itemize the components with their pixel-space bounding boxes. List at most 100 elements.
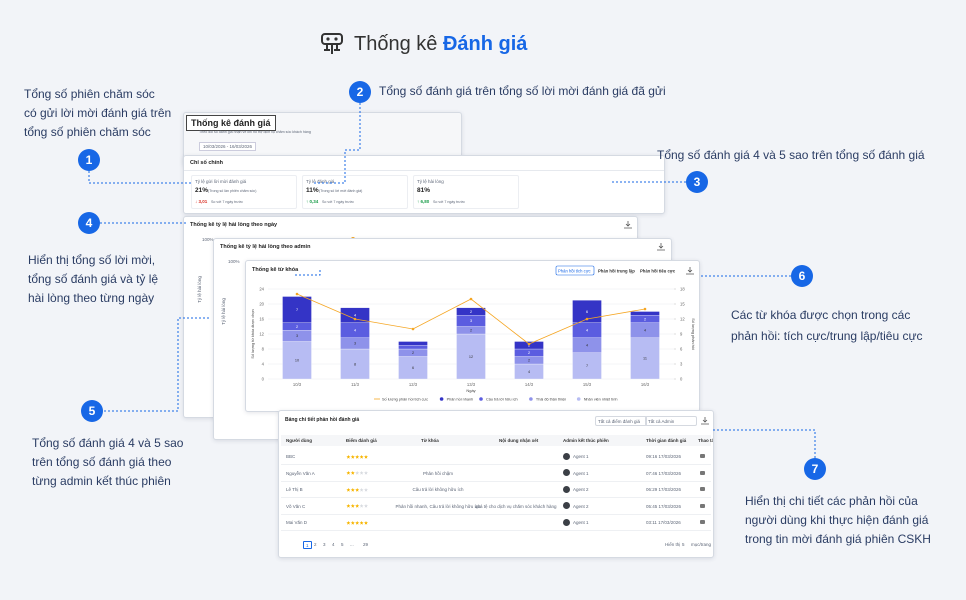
bar-label: 2 — [470, 310, 472, 314]
page-number[interactable]: 4 — [332, 541, 335, 547]
bar-label: 3 — [470, 319, 472, 323]
star — [355, 470, 360, 475]
bar-label: 4 — [354, 329, 356, 333]
star — [359, 454, 364, 459]
filter-select[interactable]: Tất cả điểm đánh giá — [595, 416, 647, 426]
overview-title: Thống kê đánh giá — [186, 115, 276, 131]
action-button[interactable] — [700, 470, 705, 475]
cell-keywords: Phản hồi chậm — [422, 470, 454, 476]
callout-badge: 1 — [78, 149, 100, 171]
star — [355, 487, 360, 492]
bar-segment — [456, 307, 486, 316]
page-number[interactable]: 29 — [363, 541, 369, 547]
callout-line: từng admin kết thúc phiên — [32, 474, 171, 488]
column-header: Thời gian đánh giá — [646, 438, 687, 443]
keyword-tab[interactable]: Phản hồi tích cực — [558, 269, 591, 274]
y-tick-label: 24 — [259, 287, 264, 292]
chart-title: Thống kê từ khóa — [252, 266, 299, 273]
y-tick-label: 16 — [259, 317, 264, 322]
page-size-label: Hiển thị — [665, 542, 681, 547]
star — [346, 454, 351, 459]
cell-admin: Agent 1 — [573, 470, 589, 476]
y2-axis-label: Số lượng phản hồi — [691, 318, 695, 350]
action-button[interactable] — [700, 487, 705, 491]
legend-swatch — [576, 397, 581, 401]
star — [359, 503, 364, 508]
column-header: Điểm đánh giá — [346, 438, 377, 443]
star — [364, 520, 368, 525]
y2-tick-label: 6 — [680, 347, 683, 352]
keyword-tab[interactable]: Phản hồi trung lập — [598, 269, 635, 274]
action-button[interactable] — [700, 503, 705, 508]
metric-change: ↑ 6,80 — [417, 199, 430, 204]
action-button[interactable] — [700, 520, 705, 524]
line-point — [527, 342, 531, 346]
page-size[interactable]: 5 — [682, 542, 685, 547]
callout-text: Hiển thị tổng số lời mời, tổng số đánh gi… — [28, 251, 158, 308]
bar-segment — [340, 348, 370, 380]
callout-badge: 6 — [791, 265, 813, 287]
y-tick-label: 20 — [259, 302, 264, 307]
page-number[interactable]: 2 — [314, 541, 317, 547]
page-number[interactable]: ... — [350, 541, 354, 547]
avatar — [563, 485, 570, 493]
download-icon[interactable] — [657, 243, 665, 251]
title-icon — [321, 33, 343, 54]
y2-tick-label: 3 — [680, 362, 683, 367]
bar-segment — [572, 352, 602, 380]
date-range[interactable]: 10/03/2026 - 16/03/2026 — [199, 142, 257, 151]
metric-note: (Trong số lần phiên chăm sóc) — [208, 189, 257, 193]
rating-stars — [346, 470, 368, 475]
line-point — [295, 292, 299, 296]
row-divider — [281, 464, 711, 465]
callout-badge: 5 — [81, 400, 103, 422]
rating-stars — [346, 454, 368, 459]
metric-value: 21% — [195, 187, 209, 194]
bar-label: 12 — [469, 355, 473, 359]
bar-label: 6 — [412, 366, 414, 370]
page-number[interactable]: 1 — [303, 541, 312, 549]
bar-label: 6 — [586, 310, 588, 314]
cell-user: Nguyễn Văn A — [286, 470, 315, 476]
cell-admin: Agent 2 — [573, 503, 589, 509]
callout-line: Hiển thị tổng số lời mời, — [28, 253, 156, 267]
callout-line: Hiển thị chi tiết các phản hồi của — [745, 494, 918, 508]
avatar — [563, 452, 570, 460]
cell-admin: Agent 2 — [573, 487, 589, 492]
row-divider — [281, 530, 711, 531]
download-icon[interactable] — [624, 221, 632, 229]
cell-time: 09:16 17/03/2026 — [646, 454, 682, 459]
download-icon[interactable] — [701, 417, 709, 425]
action-button[interactable] — [700, 454, 705, 458]
y2-tick-label: 18 — [680, 287, 685, 292]
callout-line: Tổng số đánh giá 4 và 5 sao — [32, 436, 184, 450]
line-point — [585, 317, 589, 321]
y-axis-label: Số lượng từ khóa được chọn — [251, 309, 255, 358]
cell-admin: Agent 1 — [573, 454, 589, 459]
bar-label: 2 — [470, 329, 472, 333]
filter-select[interactable]: Tất cả Admin — [645, 416, 697, 426]
bar-label: 8 — [354, 362, 356, 366]
callout-line: Các từ khóa được chọn trong các — [731, 308, 911, 322]
page-number[interactable]: 5 — [341, 541, 344, 547]
y-tick-label: 12 — [259, 332, 264, 337]
bar-segment — [282, 296, 312, 323]
metric-compare: So với 7 ngày trước — [322, 199, 354, 204]
bar-label: 2 — [528, 359, 530, 363]
bar-label: 4 — [354, 314, 356, 318]
bar-label: 4 — [644, 329, 646, 333]
bar-label: 4 — [586, 329, 588, 333]
metric: Tỷ lệ hài lòng 81% ↑ 6,80 So với 7 ngày trư… — [413, 175, 519, 209]
line-point — [643, 307, 647, 311]
connector — [312, 103, 361, 184]
keyword-tab[interactable]: Phản hồi tiêu cực — [640, 269, 676, 274]
bar-label: 2 — [528, 344, 530, 348]
callout-badge: 3 — [686, 171, 708, 193]
callout-line: phản hồi: tích cực/trung lập/tiêu cực — [731, 329, 923, 343]
metric: Tỷ lệ gửi lời mời đánh giá 21% (Trong số l… — [191, 175, 297, 209]
page-number[interactable]: 3 — [323, 541, 326, 547]
row-divider — [281, 497, 711, 498]
metric: Tỷ lệ đánh giá 11% (Trong số lời mời đánh … — [302, 175, 408, 209]
star — [346, 470, 351, 475]
callout-badge: 7 — [804, 458, 826, 480]
